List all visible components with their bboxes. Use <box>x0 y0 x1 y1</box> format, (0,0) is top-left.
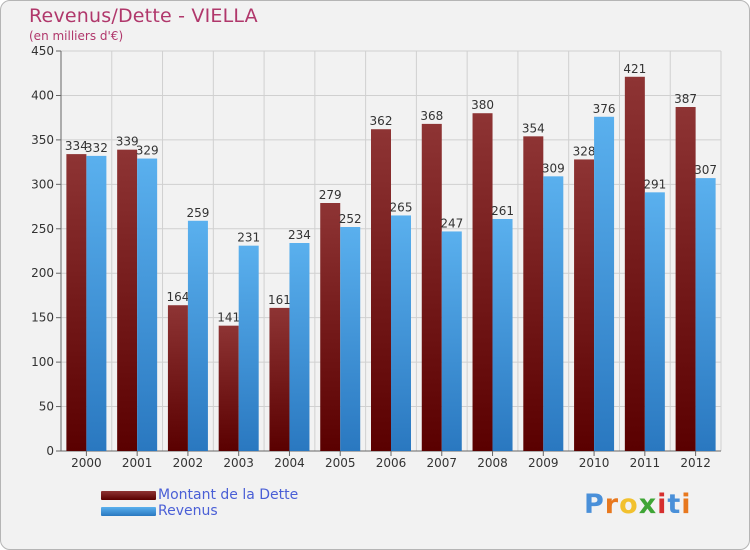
data-label-dette: 380 <box>471 98 494 112</box>
y-tick-label: 450 <box>31 44 54 58</box>
bar-revenus <box>543 176 564 452</box>
bar-revenus <box>695 178 716 451</box>
data-label-revenus: 234 <box>288 228 311 242</box>
data-label-revenus: 291 <box>643 177 666 191</box>
data-label-dette: 164 <box>166 290 189 304</box>
bar-dette <box>167 305 188 451</box>
logo-letter: P <box>584 489 605 520</box>
bar-dette <box>574 159 595 451</box>
bar-dette <box>320 203 341 451</box>
x-tick-label: 2007 <box>426 456 457 470</box>
legend-label-revenus: Revenus <box>158 503 218 519</box>
x-tick-label: 2008 <box>477 456 508 470</box>
bar-dette <box>675 107 696 451</box>
data-label-revenus: 332 <box>85 141 108 155</box>
x-tick-label: 2009 <box>528 456 559 470</box>
x-tick-label: 2005 <box>325 456 356 470</box>
bar-revenus <box>86 155 107 451</box>
data-label-revenus: 265 <box>390 200 413 214</box>
data-label-revenus: 329 <box>136 144 159 158</box>
y-tick-label: 100 <box>31 355 54 369</box>
y-tick-label: 300 <box>31 177 54 191</box>
logo-letter: t <box>667 489 682 520</box>
data-label-dette: 368 <box>420 109 443 123</box>
data-label-revenus: 376 <box>593 102 616 116</box>
y-tick-label: 250 <box>31 222 54 236</box>
bar-revenus <box>492 219 513 451</box>
legend-swatch-dette <box>101 490 156 500</box>
logo-letter: i <box>681 489 692 520</box>
x-tick-label: 2006 <box>376 456 407 470</box>
logo-letter: i <box>657 489 668 520</box>
bar-dette <box>371 129 391 451</box>
legend-item-dette: Montant de la Dette <box>101 487 298 503</box>
logo-letter: r <box>604 489 620 520</box>
data-label-revenus: 259 <box>186 206 209 220</box>
bar-revenus <box>238 245 259 451</box>
y-tick-label: 350 <box>31 133 54 147</box>
bar-dette <box>66 154 87 451</box>
bar-revenus <box>187 220 208 451</box>
x-tick-label: 2002 <box>173 456 204 470</box>
data-label-dette: 354 <box>522 121 545 135</box>
x-tick-label: 2010 <box>579 456 610 470</box>
logo-letter: x <box>638 489 658 520</box>
bar-revenus <box>289 243 310 451</box>
data-label-revenus: 247 <box>440 216 463 230</box>
x-tick-label: 2011 <box>630 456 661 470</box>
data-label-dette: 279 <box>319 188 342 202</box>
data-label-revenus: 309 <box>542 161 565 175</box>
data-label-revenus: 307 <box>694 163 717 177</box>
proxiti-logo: Proxiti <box>584 489 692 520</box>
legend-swatch-revenus <box>101 506 156 516</box>
data-label-dette: 387 <box>674 92 697 106</box>
bar-revenus <box>441 231 462 451</box>
data-label-dette: 362 <box>370 114 393 128</box>
x-tick-label: 2001 <box>122 456 153 470</box>
data-label-dette: 141 <box>217 311 240 325</box>
bar-dette <box>472 113 493 451</box>
data-label-dette: 328 <box>573 144 596 158</box>
data-label-dette: 334 <box>65 139 88 153</box>
y-tick-label: 50 <box>39 400 54 414</box>
bar-dette <box>117 149 138 451</box>
bar-revenus <box>594 116 615 452</box>
chart-title: Revenus/Dette - VIELLA <box>29 5 258 27</box>
logo-letter: o <box>619 489 639 520</box>
data-label-revenus: 252 <box>339 212 362 226</box>
data-label-revenus: 261 <box>491 204 514 218</box>
bar-dette <box>218 325 239 451</box>
data-label-dette: 339 <box>116 135 139 149</box>
bar-revenus <box>137 158 158 452</box>
legend-item-revenus: Revenus <box>101 503 298 519</box>
bar-revenus <box>340 227 361 451</box>
x-tick-label: 2012 <box>680 456 711 470</box>
data-label-revenus: 231 <box>237 231 260 245</box>
x-tick-label: 2003 <box>223 456 254 470</box>
x-tick-label: 2000 <box>71 456 102 470</box>
legend: Montant de la Dette Revenus <box>101 487 298 519</box>
x-tick-label: 2004 <box>274 456 305 470</box>
bar-dette <box>523 136 544 452</box>
data-label-dette: 421 <box>623 62 646 76</box>
chart-subtitle: (en milliers d'€) <box>29 29 124 43</box>
bar-dette <box>421 123 442 451</box>
y-tick-label: 200 <box>31 266 54 280</box>
y-tick-label: 0 <box>46 444 54 458</box>
legend-label-dette: Montant de la Dette <box>158 487 299 503</box>
data-label-dette: 161 <box>268 293 291 307</box>
bar-dette <box>269 307 290 451</box>
y-tick-label: 150 <box>31 311 54 325</box>
bar-revenus <box>644 192 665 452</box>
bar-revenus <box>391 215 411 451</box>
bar-dette <box>624 76 645 452</box>
y-tick-label: 400 <box>31 88 54 102</box>
